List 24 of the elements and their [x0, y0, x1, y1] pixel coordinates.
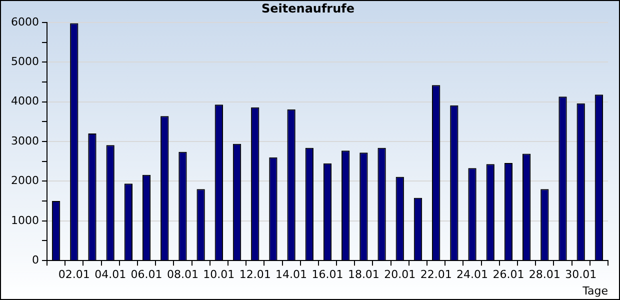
y-tick-label: 6000 — [10, 15, 39, 28]
x-tick-label: 26.01 — [492, 268, 524, 282]
x-tick-label: 06.01 — [130, 268, 162, 282]
x-tick-label: 10.01 — [203, 268, 235, 282]
x-tick-label: 04.01 — [94, 268, 126, 282]
y-tick-label: 1000 — [10, 214, 39, 227]
y-tick-label: 4000 — [10, 94, 39, 108]
x-tick-label: 14.01 — [276, 268, 308, 282]
x-axis-title: Tage — [582, 284, 608, 298]
x-tick-label: 22.01 — [420, 268, 452, 282]
y-tick-label: 5000 — [10, 54, 39, 68]
y-tick-label: 3000 — [10, 134, 39, 148]
x-tick-label: 18.01 — [348, 268, 380, 282]
x-tick-label: 02.01 — [58, 268, 90, 282]
x-tick-label: 08.01 — [166, 268, 198, 282]
y-tick-label: 2000 — [10, 174, 39, 188]
x-tick-label: 16.01 — [312, 268, 344, 282]
x-tick-label: 28.01 — [528, 268, 560, 282]
x-tick-label: 20.01 — [384, 268, 416, 282]
x-tick-label: 30.01 — [565, 268, 597, 282]
x-tick-label: 24.01 — [456, 268, 488, 282]
x-tick-label: 12.01 — [239, 268, 271, 282]
y-tick-label: 0 — [32, 253, 39, 266]
chart-title: Seitenaufrufe — [262, 1, 354, 16]
